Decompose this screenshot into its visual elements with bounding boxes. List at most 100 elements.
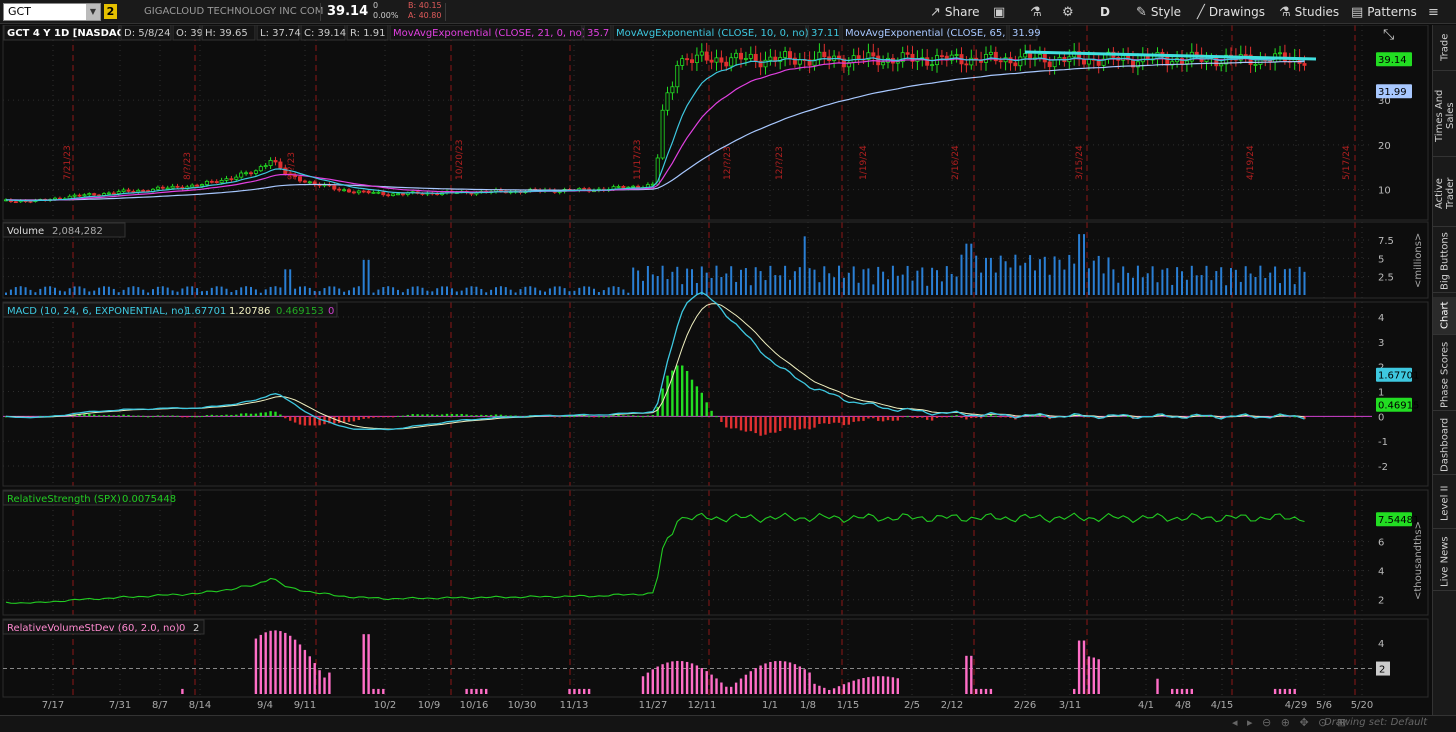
tab-level-ii[interactable]: Level II: [1433, 479, 1456, 529]
share-button[interactable]: ↗ Share: [930, 0, 980, 24]
volume-bar: [926, 285, 929, 295]
patterns-button[interactable]: ▤ Patterns: [1351, 0, 1417, 24]
volume-bar: [622, 289, 625, 295]
tab-dashboard[interactable]: Dashboard: [1433, 415, 1456, 475]
volume-bar: [882, 271, 885, 295]
candle-body: [788, 51, 793, 59]
tab-trade[interactable]: Trade: [1433, 25, 1456, 71]
macd-histogram-bar: [656, 406, 659, 417]
tab-live-news[interactable]: Live News: [1433, 533, 1456, 591]
rvol-bar: [705, 671, 708, 694]
macd-histogram-bar: [563, 415, 566, 417]
aggregation-button[interactable]: D: [1100, 5, 1110, 19]
candle-body: [758, 60, 763, 68]
macd-histogram-bar: [289, 416, 292, 421]
last-price: 39.14: [327, 4, 369, 19]
tab-active-trader[interactable]: Active Trader: [1433, 161, 1456, 227]
link-group-badge[interactable]: 2: [104, 4, 117, 19]
volume-bar: [348, 290, 350, 295]
volume-bar: [49, 286, 52, 295]
macd-histogram-bar: [475, 415, 478, 417]
zoom-controls[interactable]: ◂ ▸ ⊖ ⊕ ✥ ⊙ ⊞: [1232, 716, 1350, 729]
legend-box: [201, 25, 256, 41]
volume-bar: [1136, 265, 1139, 295]
rvol-bar: [1087, 656, 1091, 694]
settings-button[interactable]: ⚙: [1062, 0, 1078, 24]
volume-bar: [1205, 265, 1208, 295]
candle-body: [224, 178, 229, 181]
candle-body: [346, 189, 351, 193]
studies-button[interactable]: ⚗ Studies: [1279, 0, 1339, 24]
studies-label: Studies: [1294, 5, 1340, 19]
x-axis-label: 11/27: [639, 700, 668, 711]
volume-bar: [916, 270, 919, 295]
last-price-tag-bg: [1376, 52, 1412, 67]
tab-chart[interactable]: Chart: [1433, 297, 1456, 335]
rvol-bar: [254, 638, 258, 694]
chevron-down-icon[interactable]: ▼: [86, 4, 100, 20]
rvol-bar: [749, 671, 752, 694]
volume-bar: [1156, 282, 1159, 295]
volume-bar: [568, 291, 571, 295]
rvol-bar: [656, 666, 659, 694]
flask-button[interactable]: ⚗: [1030, 0, 1046, 24]
snapshot-button[interactable]: ▣: [993, 0, 1009, 24]
more-button[interactable]: ≡: [1428, 0, 1443, 24]
symbol-input[interactable]: GCT ▼: [3, 3, 101, 21]
legend-box: [583, 25, 612, 41]
volume-tick-label: 7.5: [1378, 236, 1394, 247]
chart-area[interactable]: 7/17 7/31 8/7 8/14 9/4 9/11 10/2 10/9 10/16 10/30…: [0, 25, 1432, 715]
x-axis-label: 4/8: [1175, 700, 1191, 711]
volume-bar: [107, 286, 110, 295]
macd-histogram-bar: [617, 414, 620, 417]
volume-bar: [862, 269, 865, 295]
volume-bar: [5, 292, 7, 295]
price-tick-label: 10: [1378, 186, 1391, 197]
macd-histogram-bar: [235, 414, 238, 417]
bid-ask: B: 40.15 A: 40.80: [408, 1, 442, 21]
tab-big-buttons[interactable]: Big Buttons: [1433, 231, 1456, 293]
style-button[interactable]: ✎ Style: [1136, 0, 1181, 24]
rvol-bar: [842, 684, 846, 694]
volume-bar: [1034, 270, 1036, 295]
volume-bar: [1185, 279, 1188, 295]
candle-body: [1180, 58, 1185, 64]
legend-box: [256, 25, 300, 41]
volume-bar: [1288, 268, 1291, 295]
volume-bar: [186, 286, 189, 295]
volume-bar: [127, 287, 130, 295]
x-axis-label: 8/7: [152, 700, 168, 711]
drawings-button[interactable]: ╱ Drawings: [1197, 0, 1265, 24]
tab-times-and-sales[interactable]: Times And Sales: [1433, 75, 1456, 157]
rvol-bar: [1293, 688, 1296, 694]
macd-tick-label: 4: [1378, 313, 1384, 324]
macd-diff-tag: 0.46915: [1378, 401, 1419, 412]
candle-body: [729, 57, 734, 67]
rvol-bar: [690, 663, 694, 694]
macd-histogram-bar: [401, 415, 405, 417]
candle-body: [87, 193, 92, 196]
macd-histogram-bar: [279, 414, 282, 417]
x-axis-label: 7/31: [109, 700, 131, 711]
candle-body: [219, 179, 224, 184]
volume-bar: [313, 290, 316, 295]
volume-bar: [191, 286, 194, 295]
tab-phase-scores[interactable]: Phase Scores: [1433, 339, 1456, 411]
volume-bar: [617, 286, 620, 295]
candle-body: [381, 191, 386, 196]
macd-histogram-bar: [436, 414, 439, 417]
macd-histogram-bar: [994, 415, 997, 417]
volume-bar: [1107, 257, 1110, 295]
macd-histogram-bar: [264, 412, 267, 417]
volume-bar: [891, 265, 894, 295]
volume-bar: [401, 292, 404, 295]
x-axis-label: 5/20: [1351, 700, 1373, 711]
x-axis-label: 1/1: [762, 700, 778, 711]
volume-bar: [93, 290, 96, 295]
volume-bar: [308, 287, 311, 295]
volume-bar: [1141, 277, 1144, 295]
volume-bar: [627, 292, 630, 295]
volume-bar: [1029, 255, 1032, 295]
macd-histogram-bar: [710, 410, 713, 417]
macd-tick-label: 3: [1378, 338, 1384, 349]
